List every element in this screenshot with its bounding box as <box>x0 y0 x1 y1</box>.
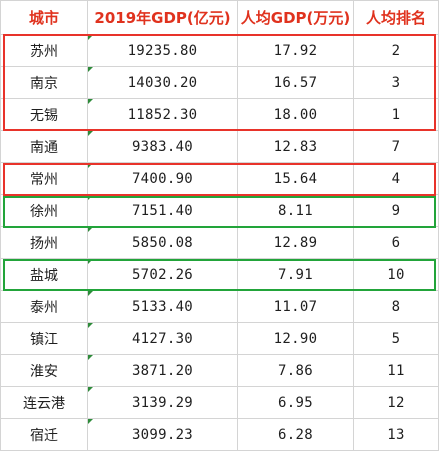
per-capita-cell[interactable]: 6.28 <box>237 418 354 451</box>
gdp-cell[interactable]: 5702.26 <box>87 258 238 291</box>
gdp-cell[interactable]: 3139.29 <box>87 386 238 419</box>
number-as-text-marker-icon <box>88 67 93 72</box>
gdp-cell[interactable]: 4127.30 <box>87 322 238 355</box>
header-cell-per-capita[interactable]: 人均GDP(万元) <box>237 0 354 35</box>
rank-cell[interactable]: 13 <box>353 418 439 451</box>
number-as-text-marker-icon <box>88 35 93 40</box>
table-row: 镇江 4127.30 12.90 5 <box>0 322 439 355</box>
city-cell[interactable]: 镇江 <box>0 322 88 355</box>
table-row: 扬州 5850.08 12.89 6 <box>0 226 439 259</box>
gdp-value: 5850.08 <box>131 234 194 251</box>
city-cell[interactable]: 南京 <box>0 66 88 99</box>
gdp-value: 9383.40 <box>131 138 194 155</box>
header-cell-gdp[interactable]: 2019年GDP(亿元) <box>87 0 238 35</box>
number-as-text-marker-icon <box>88 323 93 328</box>
header-cell-city[interactable]: 城市 <box>0 0 88 35</box>
per-capita-cell[interactable]: 8.11 <box>237 194 354 227</box>
table-row: 无锡 11852.30 18.00 1 <box>0 98 439 131</box>
table-row: 盐城 5702.26 7.91 10 <box>0 258 439 291</box>
per-capita-cell[interactable]: 7.91 <box>237 258 354 291</box>
gdp-cell[interactable]: 3099.23 <box>87 418 238 451</box>
per-capita-cell[interactable]: 18.00 <box>237 98 354 131</box>
gdp-value: 5133.40 <box>131 298 194 315</box>
rank-cell[interactable]: 7 <box>353 130 439 163</box>
table-row: 连云港 3139.29 6.95 12 <box>0 386 439 419</box>
city-cell[interactable]: 宿迁 <box>0 418 88 451</box>
rank-cell[interactable]: 6 <box>353 226 439 259</box>
gdp-cell[interactable]: 14030.20 <box>87 66 238 99</box>
gdp-value: 4127.30 <box>131 330 194 347</box>
rank-cell[interactable]: 4 <box>353 162 439 195</box>
header-row: 城市 2019年GDP(亿元) 人均GDP(万元) 人均排名 <box>0 0 439 35</box>
gdp-value: 5702.26 <box>131 266 194 283</box>
per-capita-cell[interactable]: 7.86 <box>237 354 354 387</box>
per-capita-cell[interactable]: 12.89 <box>237 226 354 259</box>
rank-cell[interactable]: 9 <box>353 194 439 227</box>
number-as-text-marker-icon <box>88 195 93 200</box>
city-cell[interactable]: 盐城 <box>0 258 88 291</box>
city-cell[interactable]: 泰州 <box>0 290 88 323</box>
per-capita-cell[interactable]: 17.92 <box>237 34 354 67</box>
rank-cell[interactable]: 11 <box>353 354 439 387</box>
table-row: 南京 14030.20 16.57 3 <box>0 66 439 99</box>
gdp-value: 3139.29 <box>131 394 194 411</box>
rank-cell[interactable]: 8 <box>353 290 439 323</box>
per-capita-cell[interactable]: 15.64 <box>237 162 354 195</box>
per-capita-cell[interactable]: 16.57 <box>237 66 354 99</box>
gdp-value: 7400.90 <box>131 170 194 187</box>
table-row: 泰州 5133.40 11.07 8 <box>0 290 439 323</box>
gdp-value: 3099.23 <box>131 426 194 443</box>
gdp-cell[interactable]: 5133.40 <box>87 290 238 323</box>
city-cell[interactable]: 扬州 <box>0 226 88 259</box>
gdp-cell[interactable]: 7400.90 <box>87 162 238 195</box>
rank-cell[interactable]: 2 <box>353 34 439 67</box>
table-row: 南通 9383.40 12.83 7 <box>0 130 439 163</box>
number-as-text-marker-icon <box>88 387 93 392</box>
rank-cell[interactable]: 10 <box>353 258 439 291</box>
rank-cell[interactable]: 5 <box>353 322 439 355</box>
rank-cell[interactable]: 3 <box>353 66 439 99</box>
city-cell[interactable]: 连云港 <box>0 386 88 419</box>
gdp-cell[interactable]: 5850.08 <box>87 226 238 259</box>
number-as-text-marker-icon <box>88 355 93 360</box>
city-cell[interactable]: 南通 <box>0 130 88 163</box>
number-as-text-marker-icon <box>88 259 93 264</box>
per-capita-cell[interactable]: 6.95 <box>237 386 354 419</box>
city-cell[interactable]: 无锡 <box>0 98 88 131</box>
per-capita-cell[interactable]: 11.07 <box>237 290 354 323</box>
gdp-value: 11852.30 <box>127 106 198 123</box>
gdp-cell[interactable]: 11852.30 <box>87 98 238 131</box>
header-cell-rank[interactable]: 人均排名 <box>353 0 439 35</box>
gdp-value: 19235.80 <box>127 42 198 59</box>
gdp-cell[interactable]: 7151.40 <box>87 194 238 227</box>
rank-cell[interactable]: 1 <box>353 98 439 131</box>
rank-cell[interactable]: 12 <box>353 386 439 419</box>
table-row: 徐州 7151.40 8.11 9 <box>0 194 439 227</box>
per-capita-cell[interactable]: 12.83 <box>237 130 354 163</box>
gdp-cell[interactable]: 19235.80 <box>87 34 238 67</box>
city-cell[interactable]: 淮安 <box>0 354 88 387</box>
table-row: 常州 7400.90 15.64 4 <box>0 162 439 195</box>
number-as-text-marker-icon <box>88 227 93 232</box>
table-row: 淮安 3871.20 7.86 11 <box>0 354 439 387</box>
city-cell[interactable]: 常州 <box>0 162 88 195</box>
per-capita-cell[interactable]: 12.90 <box>237 322 354 355</box>
gdp-cell[interactable]: 9383.40 <box>87 130 238 163</box>
number-as-text-marker-icon <box>88 291 93 296</box>
table-row: 苏州 19235.80 17.92 2 <box>0 34 439 67</box>
city-cell[interactable]: 苏州 <box>0 34 88 67</box>
gdp-value: 7151.40 <box>131 202 194 219</box>
number-as-text-marker-icon <box>88 131 93 136</box>
gdp-value: 14030.20 <box>127 74 198 91</box>
table-row: 宿迁 3099.23 6.28 13 <box>0 418 439 451</box>
gdp-value: 3871.20 <box>131 362 194 379</box>
gdp-cell[interactable]: 3871.20 <box>87 354 238 387</box>
number-as-text-marker-icon <box>88 419 93 424</box>
city-cell[interactable]: 徐州 <box>0 194 88 227</box>
number-as-text-marker-icon <box>88 163 93 168</box>
number-as-text-marker-icon <box>88 99 93 104</box>
